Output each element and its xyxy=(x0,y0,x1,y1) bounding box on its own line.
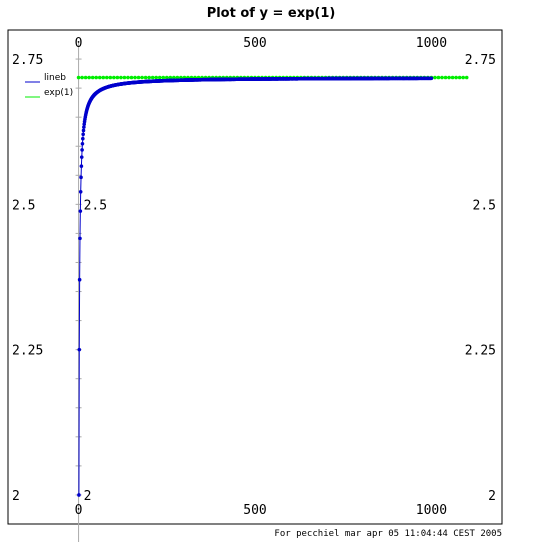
series-lineb-point xyxy=(79,164,84,168)
y-tick-label-left: 2.75 xyxy=(12,53,43,68)
series-exp1-point xyxy=(157,75,162,80)
series-exp1-point xyxy=(164,75,169,80)
series-exp1-point xyxy=(454,75,458,80)
series-exp1-point xyxy=(101,75,106,80)
series-exp1-point xyxy=(143,75,148,80)
series-exp1-point xyxy=(122,75,127,80)
x-tick-label-bottom: 1000 xyxy=(416,503,447,518)
series-exp1-point xyxy=(80,75,84,80)
chart-title: Plot of y = exp(1) xyxy=(207,6,336,21)
series-lineb-point xyxy=(80,141,85,146)
plot-frame xyxy=(7,29,503,525)
y-tick-label-right: 2.75 xyxy=(465,53,496,68)
legend-label-lineb: lineb xyxy=(44,73,66,83)
y-tick-label-left: 2 xyxy=(12,489,20,504)
series-exp1-point xyxy=(150,75,155,80)
series-exp1-point xyxy=(133,75,137,80)
x-tick-label-bottom: 0 xyxy=(75,503,83,518)
series-exp1-point xyxy=(126,75,130,80)
series-exp1-point xyxy=(457,75,462,80)
legend: lineb exp(1) xyxy=(25,73,73,98)
series-exp1-point xyxy=(94,75,99,80)
series-lineb-point xyxy=(81,132,85,137)
y-axis-inner-label: 2.5 xyxy=(84,198,107,213)
y-tick-label-right: 2.25 xyxy=(465,344,496,359)
series-exp1-point xyxy=(168,75,173,80)
series-lineb-point xyxy=(82,125,86,129)
series-exp1-point xyxy=(105,75,109,80)
y-tick-label-left: 2.25 xyxy=(12,344,43,359)
y-tick-label-right: 2 xyxy=(488,489,496,504)
series-exp1-point xyxy=(140,75,144,80)
x-tick-label-top: 0 xyxy=(75,36,83,51)
series-lineb-point xyxy=(79,175,83,180)
series-lineb-point xyxy=(77,493,81,497)
series-exp1-point xyxy=(136,75,141,80)
series-exp1-point xyxy=(147,75,151,80)
series-lineb-point xyxy=(429,76,434,81)
series-lineb-line xyxy=(78,77,432,495)
series-exp1-point xyxy=(87,75,91,80)
series-exp1-point xyxy=(433,75,437,80)
series-exp1-point xyxy=(97,75,102,80)
series-exp1-point xyxy=(464,75,469,80)
tick-labels: 0 0 500 500 1000 1000 2 2 2.25 2.25 2.5 2.5 2.75 2.75… xyxy=(12,36,496,518)
series-lineb-point xyxy=(79,155,84,159)
x-tick-label-top: 1000 xyxy=(416,36,447,51)
series-exp1-point xyxy=(119,75,123,80)
series-exp1-point xyxy=(175,75,180,80)
series-exp1-point xyxy=(154,75,158,80)
series-exp1-point xyxy=(440,75,444,80)
series-lineb-point xyxy=(77,347,82,352)
y-tick-label-right: 2.5 xyxy=(473,198,496,213)
footer-timestamp: For pecchiel mar apr 05 11:04:44 CEST 20… xyxy=(274,529,502,539)
series-exp1-point xyxy=(83,75,88,80)
series-exp1-point xyxy=(129,75,134,80)
series-exp1-point xyxy=(161,75,166,80)
series-lineb-point xyxy=(77,277,82,282)
series-exp1-point xyxy=(447,75,451,80)
x-tick-label-bottom: 500 xyxy=(243,503,266,518)
series-exp1-point xyxy=(76,75,81,80)
series-exp1-point xyxy=(112,75,116,80)
series-lineb-point xyxy=(78,236,82,241)
series-exp1-point xyxy=(115,75,120,80)
series-layer xyxy=(76,75,469,497)
series-exp1-point xyxy=(461,75,465,80)
series-lineb-point xyxy=(78,189,83,194)
series-exp1-point xyxy=(443,75,448,80)
series-lineb-point xyxy=(78,209,83,213)
series-lineb-point xyxy=(81,128,86,133)
series-lineb-point xyxy=(81,136,85,141)
y-tick-label-left: 2.5 xyxy=(12,198,35,213)
y-axis-inner-label: 2 xyxy=(84,489,92,504)
series-exp1-point xyxy=(436,75,441,80)
series-lineb-point xyxy=(80,148,84,152)
series-exp1-point xyxy=(172,75,176,80)
series-exp1-point xyxy=(90,75,95,80)
series-exp1-point xyxy=(108,75,113,80)
legend-label-exp1: exp(1) xyxy=(44,88,73,98)
x-tick-label-top: 500 xyxy=(243,36,266,51)
series-exp1-point xyxy=(450,75,455,80)
